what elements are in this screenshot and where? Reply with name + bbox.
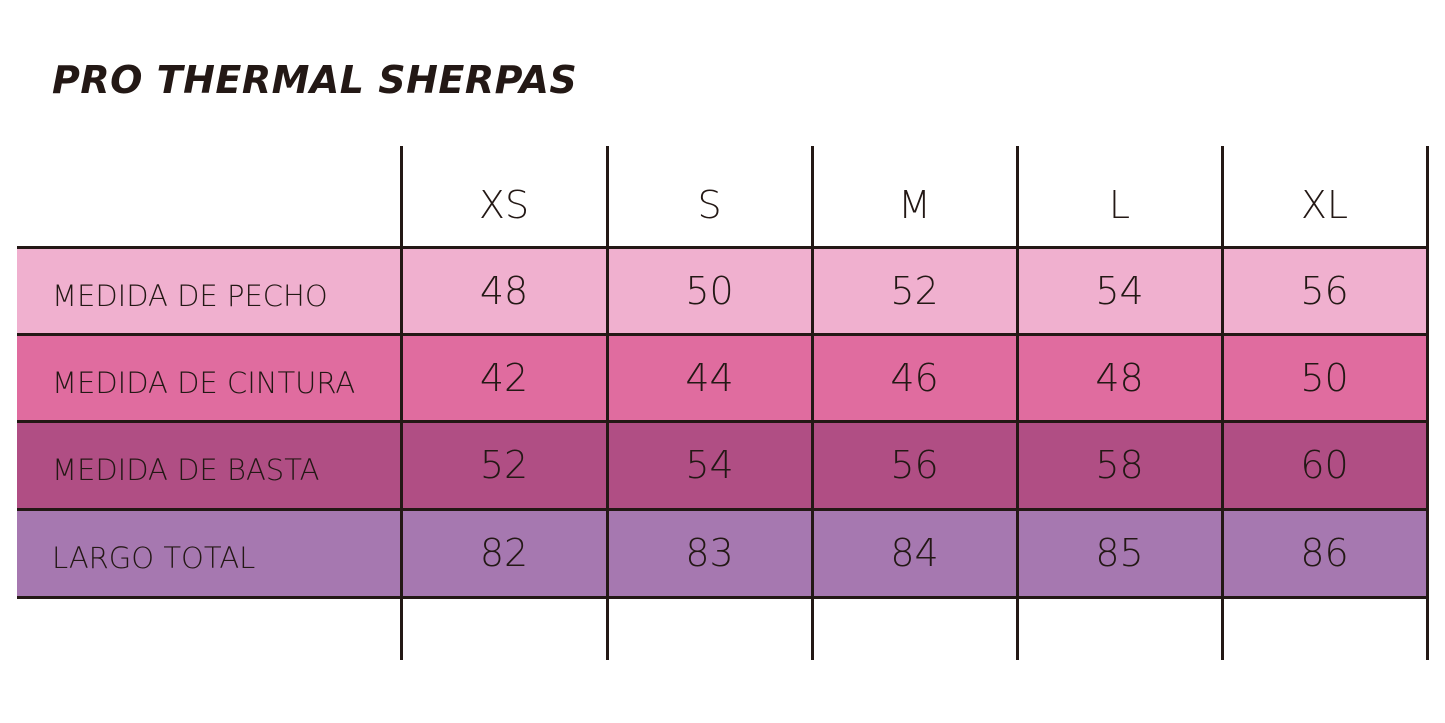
row-divider (17, 420, 1427, 423)
measure-value: 44 (685, 355, 734, 400)
size-header: XL (1300, 182, 1349, 227)
measure-value: 60 (1300, 443, 1349, 487)
row-background (17, 509, 1427, 597)
measure-value: 50 (685, 268, 734, 313)
row-divider (17, 246, 1427, 249)
size-header: S (697, 182, 722, 227)
measure-value: 83 (685, 531, 734, 575)
measure-value: 52 (890, 268, 939, 313)
row-background (17, 421, 1427, 509)
measure-value: 48 (1095, 355, 1144, 400)
size-header: M (898, 182, 931, 227)
column-divider (1426, 146, 1429, 660)
size-header: L (1108, 182, 1131, 227)
size-header: XS (478, 182, 530, 227)
row-background (17, 334, 1427, 421)
title: PRO THERMAL SHERPAS (52, 58, 578, 102)
measure-value: 52 (479, 443, 529, 487)
measure-label: MEDIDA DE CINTURA (52, 365, 356, 400)
measure-label: LARGO TOTAL (52, 541, 256, 575)
column-divider (1221, 146, 1224, 660)
measure-label: MEDIDA DE BASTA (52, 453, 320, 487)
measure-label: MEDIDA DE PECHO (52, 278, 328, 313)
column-divider (400, 146, 403, 660)
measure-value: 86 (1300, 531, 1349, 575)
measure-value: 82 (479, 531, 529, 575)
measure-value: 46 (890, 355, 939, 400)
column-divider (811, 146, 814, 660)
measure-value: 58 (1095, 443, 1144, 487)
row-divider (17, 596, 1427, 599)
row-divider (17, 508, 1427, 511)
measure-value: 56 (1300, 268, 1349, 313)
measure-value: 56 (890, 443, 939, 487)
measure-value: 84 (890, 531, 939, 575)
row-background (17, 247, 1427, 334)
measure-value: 48 (479, 268, 529, 313)
row-divider (17, 333, 1427, 336)
measure-value: 54 (685, 443, 734, 487)
measure-value: 50 (1300, 355, 1349, 400)
measure-value: 85 (1095, 531, 1144, 575)
column-divider (606, 146, 609, 660)
measure-value: 42 (479, 355, 529, 400)
column-divider (1016, 146, 1019, 660)
measure-value: 54 (1095, 268, 1144, 313)
